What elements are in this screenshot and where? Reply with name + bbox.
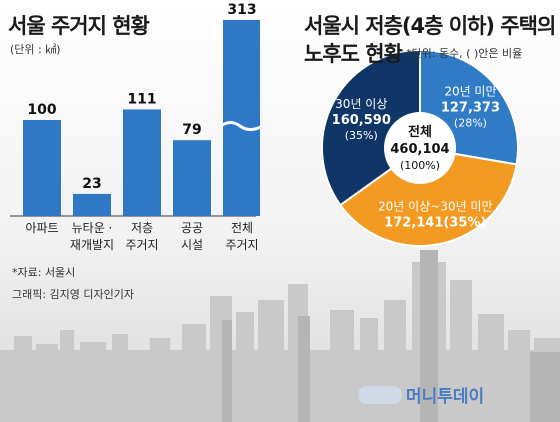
pie-slice <box>321 48 421 207</box>
pie-chart-unit: *단위: 동수, ( )안은 비율 <box>406 47 523 60</box>
pie-chart-title-line1: 서울시 저층(4층 이하) 주택의 <box>304 14 556 38</box>
pie-slice-value: 172,141(35%) <box>384 215 486 230</box>
bar <box>123 109 161 216</box>
category-label: 시설 <box>181 238 203 252</box>
category-label: 뉴타운 · <box>72 221 113 235</box>
pie-slice-label: 20년 미만 <box>444 84 496 98</box>
pie-slice <box>338 146 518 247</box>
pie-total-value: 460,104 <box>390 142 449 157</box>
watermark: 머니투데이 <box>358 382 484 407</box>
bar-chart-unit: (단위 : ㎢) <box>10 43 61 56</box>
bar-value-label: 313 <box>227 2 256 18</box>
axis-break-mark <box>220 121 260 131</box>
bar-value-label: 111 <box>127 91 156 107</box>
pie-slice-label: 30년 이상 <box>335 97 387 111</box>
category-label: 공공 <box>181 221 203 235</box>
pie-chart-title-line2: 노후도 현황 <box>304 42 403 66</box>
graphic-credit: 그래픽: 김지영 디자인기자 <box>12 288 135 301</box>
bar <box>73 193 111 216</box>
pie-slice-label: 20년 이상~30년 미만 <box>378 199 492 213</box>
pie-center-hole <box>384 112 456 184</box>
pie-total-percent: (100%) <box>400 159 440 172</box>
pie-slice-value: 127,373 <box>441 100 500 115</box>
bar-value-label: 23 <box>82 176 101 192</box>
newspaper-logo-icon <box>358 385 402 404</box>
bar <box>23 120 61 216</box>
pie-slice-percent: (28%) <box>454 116 487 129</box>
category-label: 전체 <box>231 221 253 235</box>
category-label: 주거지 <box>225 238 258 252</box>
bar <box>223 20 260 216</box>
pie-slice-value: 160,590 <box>332 113 391 128</box>
bar-chart-title: 서울 주거지 현황 <box>8 14 150 38</box>
pie-chart: 전체 460,104 (100%) 20년 미만 127,373(28%) 20년 이상~… <box>321 48 519 247</box>
bar-value-label: 100 <box>27 102 56 118</box>
category-label: 아파트 <box>25 221 58 235</box>
source-note: *자료: 서울시 <box>12 266 76 279</box>
category-label: 주거지 <box>125 238 158 252</box>
bar <box>173 140 211 216</box>
pie-center-label: 전체 <box>408 124 432 140</box>
watermark-text: 머니투데이 <box>406 387 485 407</box>
pie-slice-percent: (35%) <box>345 129 378 142</box>
bar-value-label: 79 <box>182 122 201 138</box>
category-label: 재개발지 <box>70 238 114 252</box>
category-label: 저층 <box>131 221 153 235</box>
